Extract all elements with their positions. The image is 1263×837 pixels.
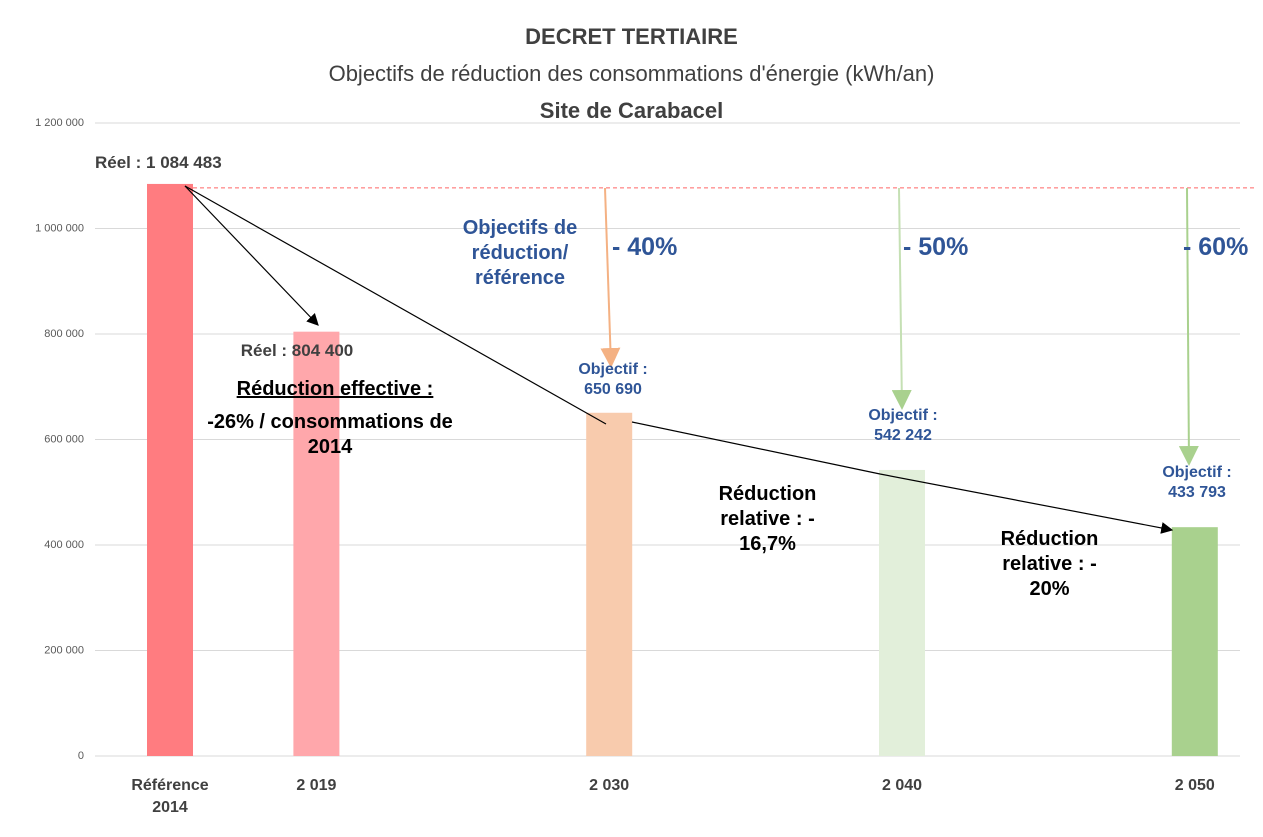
annotation: -26% / consommations de 2014 (207, 411, 453, 458)
x-tick-label: 2 030 (589, 777, 630, 794)
value-label: Réel : 804 400 (240, 341, 354, 360)
bar (147, 183, 193, 757)
annotation: Réduction relative : - 20% (1000, 528, 1099, 600)
arrow (891, 187, 912, 410)
annotation: - 40% (612, 233, 678, 261)
y-tick-label: 1 200 000 (35, 117, 84, 129)
arrow (879, 473, 1174, 534)
annotation: - 60% (1183, 233, 1249, 261)
value-label: Objectif : 433 793 (1162, 464, 1232, 501)
arrows (184, 185, 1199, 534)
arrow (1178, 187, 1199, 466)
chart-subtitle: Objectifs de réduction des consommations… (328, 61, 935, 86)
chart-title: DECRET TERTIAIRE (525, 24, 738, 49)
value-label: Objectif : 650 690 (578, 361, 648, 398)
y-tick-label: 200 000 (44, 644, 84, 656)
y-tick-label: 1 000 000 (35, 222, 84, 234)
bar (586, 412, 633, 756)
x-tick-label: Référence 2014 (131, 777, 209, 816)
x-tick-label: 2 019 (296, 777, 337, 794)
marks: 0 200 000 400 000 600 000 800 000 1 000 000 1 … (35, 117, 1255, 762)
y-tick-label: 800 000 (44, 328, 84, 340)
annotation: Réduction effective : (236, 378, 434, 400)
y-tick-label: 600 000 (44, 433, 84, 445)
arrow (184, 185, 319, 326)
bar (1171, 527, 1218, 756)
annotation: - 50% (903, 233, 969, 261)
x-tick-label: 2 040 (881, 777, 923, 794)
site-name: Site de Carabacel (539, 98, 724, 123)
arrow (600, 187, 621, 368)
arrow (184, 185, 607, 425)
value-label: Objectif : 542 242 (868, 407, 938, 444)
arrow (631, 421, 881, 475)
value-label: Réel : 1 084 483 (95, 153, 222, 172)
bar (293, 331, 340, 756)
y-tick-label: 0 (78, 750, 84, 762)
x-tick-label: 2 050 (1174, 777, 1215, 794)
annotation: Objectifs de réduction/ référence (462, 217, 578, 289)
bar (879, 469, 925, 756)
annotation: Réduction relative : - 16,7% (718, 483, 817, 555)
y-tick-label: 400 000 (44, 539, 84, 551)
